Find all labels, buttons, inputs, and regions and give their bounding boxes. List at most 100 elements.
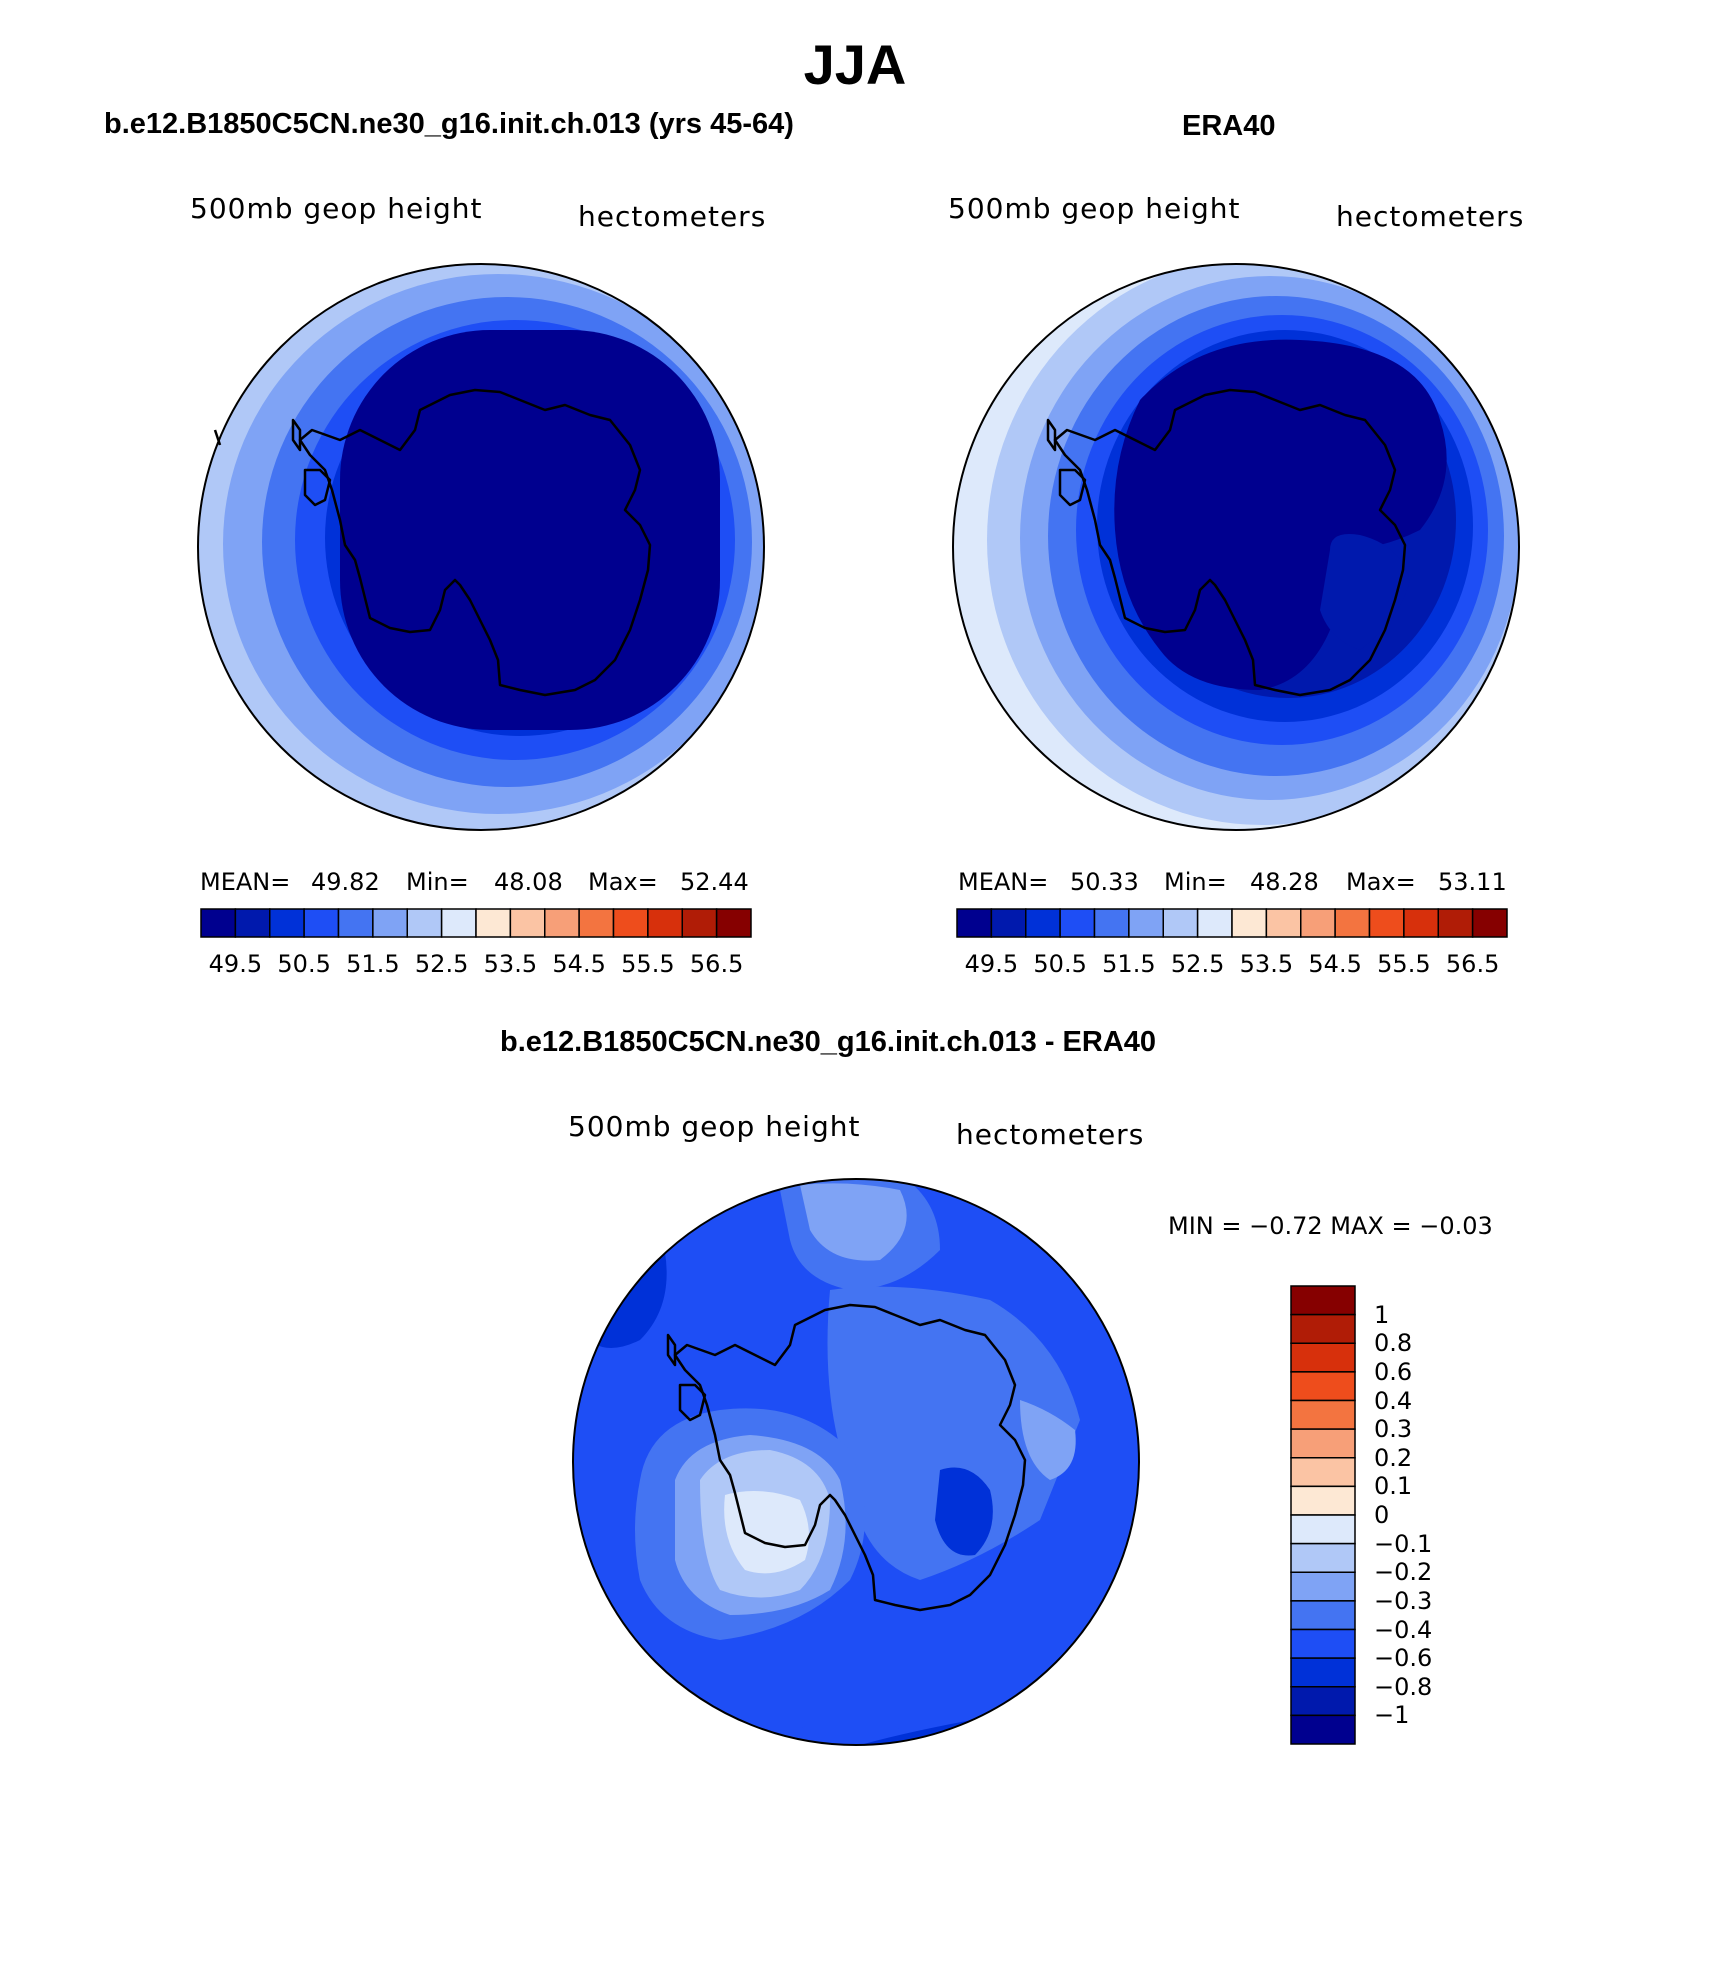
colorbar-tick-label: −0.6 — [1374, 1644, 1433, 1673]
colorbar-swatch — [1290, 1657, 1356, 1688]
model-min-label: Min= — [406, 868, 469, 896]
colorbar-tick-label: 53.5 — [483, 950, 538, 978]
colorbar-swatch — [1290, 1485, 1356, 1516]
colorbar-swatch — [956, 908, 993, 938]
colorbar-swatch — [1290, 1571, 1356, 1602]
colorbar-tick-label: 50.5 — [1033, 950, 1087, 978]
colorbar-swatch — [1368, 908, 1405, 938]
colorbar-tick-label: 54.5 — [552, 950, 606, 978]
model-units-label: hectometers — [578, 200, 767, 233]
figure-title: JJA — [803, 33, 907, 96]
obs-colorbar — [956, 908, 1508, 938]
colorbar-tick-label: −0.3 — [1374, 1586, 1433, 1615]
obs-max-value: 53.11 — [1438, 868, 1507, 896]
colorbar-swatch — [1300, 908, 1336, 938]
colorbar-swatch — [990, 908, 1027, 938]
model-mean-label: MEAN= — [200, 868, 291, 896]
colorbar-swatch — [1290, 1313, 1356, 1344]
colorbar-tick-label: 52.5 — [1170, 950, 1225, 978]
colorbar-swatch — [1265, 908, 1302, 938]
diff-units-label: hectometers — [956, 1118, 1145, 1151]
colorbar-swatch — [715, 908, 752, 938]
colorbar-tick-label: 1 — [1374, 1300, 1390, 1329]
obs-min-label: Min= — [1164, 868, 1227, 896]
colorbar-tick-label: 51.5 — [346, 950, 400, 978]
colorbar-tick-label: 0.8 — [1374, 1329, 1413, 1358]
obs-contour-fill — [953, 264, 1519, 830]
colorbar-swatch — [1471, 908, 1508, 938]
colorbar-swatch — [1290, 1628, 1356, 1659]
colorbar-tick-label: 56.5 — [689, 950, 744, 978]
colorbar-swatch — [1093, 908, 1130, 938]
model-panel-title: b.e12.B1850C5CN.ne30_g16.init.ch.013 (yr… — [104, 108, 794, 140]
colorbar-swatch — [269, 908, 305, 938]
colorbar-swatch — [1290, 1428, 1356, 1459]
obs-panel-title: ERA40 — [1182, 110, 1276, 142]
colorbar-tick-label: 56.5 — [1445, 950, 1500, 978]
model-contour-fill — [198, 264, 764, 830]
colorbar-tick-label: 49.5 — [208, 950, 263, 978]
colorbar-swatch — [1290, 1342, 1356, 1373]
obs-mean-label: MEAN= — [958, 868, 1049, 896]
colorbar-swatch — [1334, 908, 1371, 938]
colorbar-swatch — [1290, 1285, 1356, 1316]
colorbar-tick-label: −0.2 — [1374, 1558, 1433, 1587]
obs-units-label: hectometers — [1336, 200, 1525, 233]
colorbar-tick-label: 51.5 — [1102, 950, 1156, 978]
colorbar-tick-label: 50.5 — [277, 950, 331, 978]
diff-antarctica-coastline — [666, 1303, 1027, 1612]
diff-contour-fill — [573, 1179, 1139, 1745]
colorbar-tick-label: −0.1 — [1374, 1529, 1433, 1558]
colorbar-swatch — [681, 908, 718, 938]
obs-variable-label: 500mb geop height — [948, 192, 1241, 225]
obs-min-value: 48.28 — [1250, 868, 1319, 896]
colorbar-tick-label: −0.8 — [1374, 1672, 1433, 1701]
model-max-label: Max= — [588, 868, 658, 896]
diff-variable-label: 500mb geop height — [568, 1110, 861, 1143]
colorbar-tick-label: 0.1 — [1374, 1472, 1413, 1501]
model-variable-label: 500mb geop height — [190, 192, 483, 225]
colorbar-tick-label: 54.5 — [1308, 950, 1362, 978]
colorbar-swatch — [406, 908, 443, 938]
colorbar-swatch — [372, 908, 408, 938]
obs-mean-value: 50.33 — [1070, 868, 1139, 896]
obs-max-label: Max= — [1346, 868, 1416, 896]
colorbar-swatch — [1290, 1542, 1356, 1573]
colorbar-swatch — [475, 908, 512, 938]
colorbar-tick-label: 55.5 — [621, 950, 675, 978]
colorbar-tick-label: 55.5 — [1377, 950, 1431, 978]
colorbar-tick-label: 53.5 — [1239, 950, 1294, 978]
colorbar-swatch — [1196, 908, 1233, 938]
colorbar-swatch — [509, 908, 546, 938]
colorbar-swatch — [1059, 908, 1096, 938]
colorbar-swatch — [1290, 1714, 1356, 1745]
diff-minmax-label: MIN = −0.72 MAX = −0.03 — [1168, 1212, 1493, 1240]
model-antarctica-coastline — [213, 388, 652, 697]
colorbar-swatch — [1290, 1457, 1356, 1488]
colorbar-tick-label: 0.2 — [1374, 1443, 1413, 1472]
colorbar-swatch — [1162, 908, 1199, 938]
colorbar-swatch — [578, 908, 615, 938]
colorbar-swatch — [1290, 1686, 1356, 1717]
colorbar-swatch — [1290, 1399, 1356, 1430]
colorbar-tick-label: −1 — [1374, 1701, 1410, 1730]
colorbar-swatch — [1290, 1514, 1356, 1545]
colorbar-swatch — [1128, 908, 1164, 938]
colorbar-tick-label: 49.5 — [964, 950, 1019, 978]
diff-colorbar — [1290, 1285, 1356, 1745]
colorbar-tick-label: −0.4 — [1374, 1615, 1433, 1644]
colorbar-swatch — [1290, 1371, 1356, 1402]
colorbar-swatch — [337, 908, 374, 938]
colorbar-tick-label: 52.5 — [414, 950, 469, 978]
colorbar-swatch — [1025, 908, 1061, 938]
colorbar-tick-label: 0.4 — [1374, 1386, 1413, 1415]
colorbar-swatch — [1403, 908, 1439, 938]
model-mean-value: 49.82 — [311, 868, 380, 896]
model-colorbar — [200, 908, 752, 938]
colorbar-tick-label: 0.6 — [1374, 1357, 1413, 1386]
colorbar-swatch — [440, 908, 477, 938]
model-min-value: 48.08 — [494, 868, 563, 896]
